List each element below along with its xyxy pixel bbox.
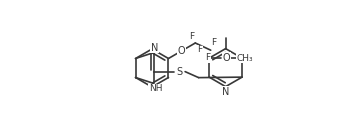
Text: O: O [222, 53, 230, 63]
Text: S: S [176, 67, 183, 77]
Text: F: F [197, 45, 202, 54]
Text: N: N [222, 87, 229, 97]
Text: F: F [189, 32, 194, 41]
Text: CH₃: CH₃ [237, 54, 253, 63]
Text: N: N [151, 43, 158, 53]
Text: NH: NH [149, 84, 162, 93]
Text: O: O [178, 46, 185, 56]
Text: F: F [205, 53, 210, 62]
Text: F: F [211, 38, 217, 47]
